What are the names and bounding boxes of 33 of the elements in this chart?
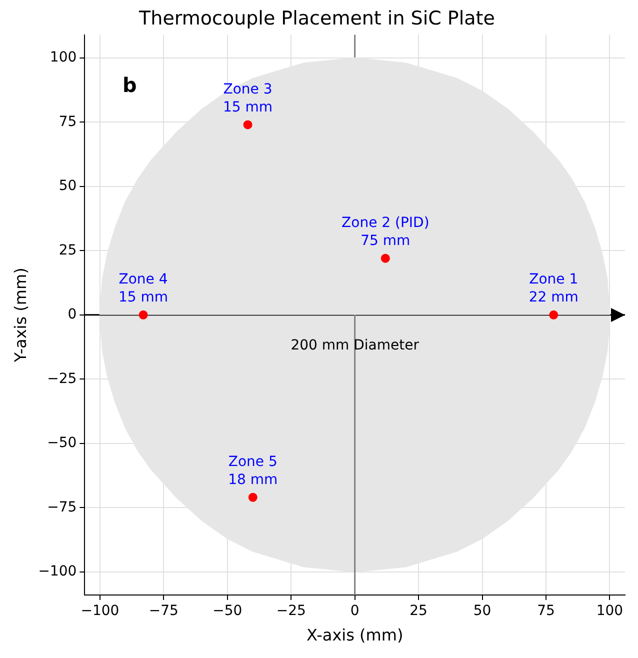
y-axis-title: Y-axis (mm)	[10, 268, 30, 364]
y-tick-label: 25	[58, 242, 77, 258]
y-tick-label: 50	[58, 178, 77, 194]
y-tick-label: −100	[38, 564, 77, 580]
x-tick-label: −100	[80, 603, 120, 620]
annotation: Zone 5 18 mm	[228, 454, 278, 488]
x-tick-label: 75	[537, 603, 555, 620]
x-tick-label: −25	[276, 603, 306, 620]
annotation: b	[122, 73, 137, 98]
point	[243, 120, 252, 130]
x-tick-label: 100	[596, 603, 624, 620]
annotation: Zone 1 22 mm	[528, 272, 578, 306]
y-tick-label: −50	[47, 435, 77, 452]
y-tick-label: 100	[50, 50, 77, 66]
point	[380, 254, 390, 263]
y-tick-label: 75	[58, 114, 77, 130]
y-tick-label: −75	[47, 499, 77, 516]
x-axis-title: X-axis (mm)	[306, 626, 404, 645]
annotation: 200 mm Diameter	[290, 338, 420, 354]
x-tick-label: −50	[212, 603, 242, 620]
annotation: Zone 4 15 mm	[118, 272, 168, 306]
x-tick-label: −75	[148, 603, 178, 620]
x-tick-label: 50	[473, 603, 492, 620]
point	[248, 492, 258, 502]
x-tick-label: 25	[410, 603, 428, 620]
y-tick-label: −25	[47, 370, 77, 387]
point	[549, 310, 558, 320]
point	[138, 310, 148, 320]
x-tick-label: 0	[350, 603, 360, 620]
y-tick-label: 0	[68, 306, 77, 323]
chart-title: Thermocouple Placement in SiC Plate	[138, 7, 495, 30]
annotation: Zone 2 (PID) 75 mm	[342, 215, 430, 250]
annotation: Zone 3 15 mm	[223, 81, 273, 116]
